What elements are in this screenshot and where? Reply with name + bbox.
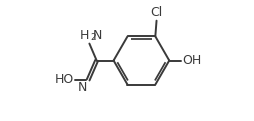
Text: H: H [79,29,88,42]
Text: HO: HO [54,73,73,86]
Text: N: N [92,29,101,42]
Text: N: N [78,81,87,94]
Text: OH: OH [181,54,200,67]
Text: 2: 2 [90,33,95,42]
Text: Cl: Cl [150,6,162,19]
